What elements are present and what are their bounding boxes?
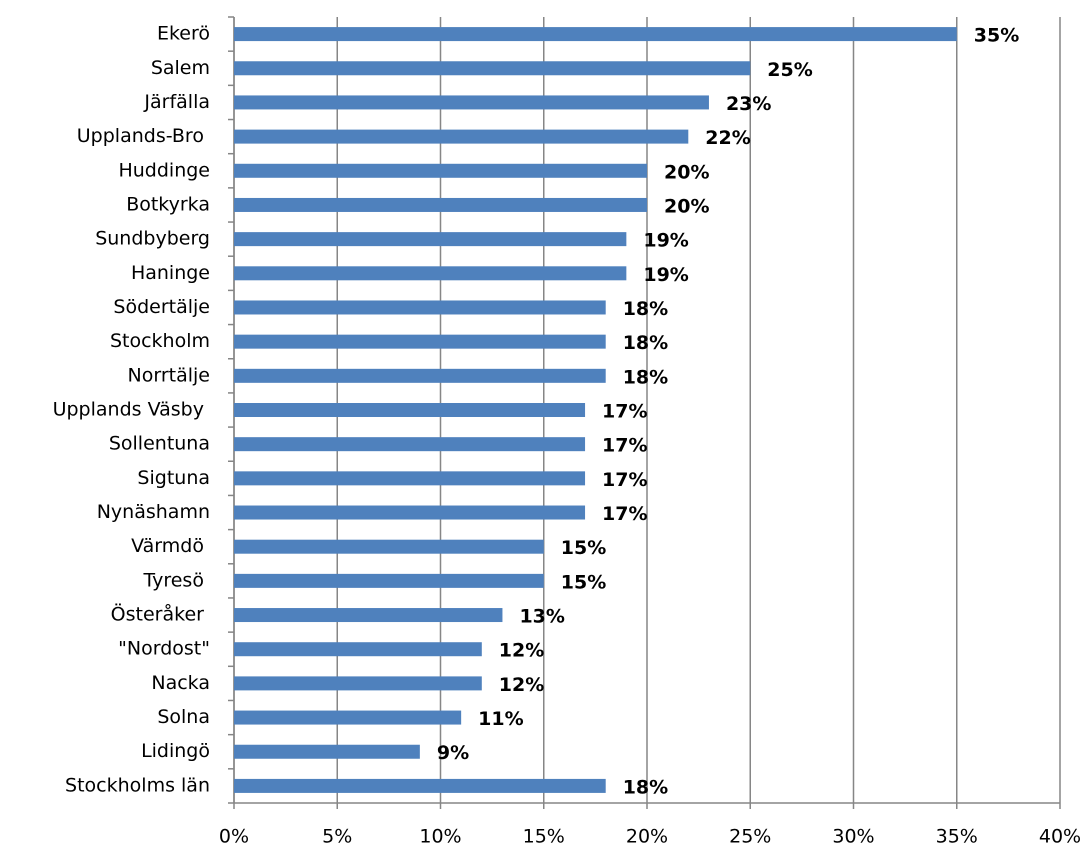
value-label: 20% — [664, 161, 709, 183]
x-tick-label: 25% — [729, 826, 771, 848]
bar — [234, 437, 586, 452]
value-label: 12% — [499, 674, 544, 696]
y-tick-label: Södertälje — [113, 296, 210, 318]
y-tick-label: Norrtälje — [128, 364, 210, 386]
value-label: 17% — [602, 401, 647, 423]
value-label: 9% — [437, 742, 469, 764]
value-label: 17% — [602, 469, 647, 491]
bar — [234, 676, 482, 691]
value-label: 15% — [561, 537, 606, 559]
value-label: 13% — [519, 606, 564, 628]
bar — [234, 642, 482, 657]
y-tick-label: Upplands Väsby — [53, 399, 210, 421]
bar — [234, 403, 586, 417]
value-label: 11% — [478, 708, 523, 730]
bar — [234, 710, 462, 725]
x-tick-label: 15% — [523, 826, 565, 848]
y-tick-label: Upplands-Bro — [77, 125, 210, 147]
bar — [234, 744, 420, 759]
y-tick-label: Salem — [151, 57, 210, 79]
value-label: 18% — [623, 332, 668, 354]
x-tick-label: 40% — [1039, 826, 1081, 848]
bar — [234, 95, 709, 110]
bar — [234, 778, 606, 793]
bar — [234, 129, 689, 144]
value-label: 17% — [602, 503, 647, 525]
value-label: 17% — [602, 435, 647, 457]
x-tick-label: 10% — [419, 826, 461, 848]
y-tick-label: Ekerö — [157, 23, 210, 45]
bar — [234, 608, 503, 623]
x-tick-label: 30% — [832, 826, 874, 848]
x-tick-label: 0% — [219, 826, 249, 848]
bar — [234, 334, 606, 349]
value-label: 35% — [974, 25, 1019, 47]
y-tick-label: Huddinge — [118, 159, 210, 181]
y-tick-label: Haninge — [131, 262, 210, 284]
y-tick-label: Sundbyberg — [95, 228, 210, 250]
value-label: 22% — [705, 127, 750, 149]
value-label: 19% — [643, 264, 688, 286]
value-label: 18% — [623, 366, 668, 388]
y-tick-label: "Nordost" — [118, 638, 210, 660]
bar — [234, 539, 544, 554]
value-label: 18% — [623, 298, 668, 320]
y-tick-label: Solna — [157, 706, 210, 728]
x-tick-label: 20% — [626, 826, 668, 848]
bar — [234, 232, 627, 247]
value-label: 20% — [664, 195, 709, 217]
value-label: 23% — [726, 93, 771, 115]
y-tick-label: Sollentuna — [109, 433, 210, 455]
bar — [234, 471, 586, 486]
bar — [234, 61, 751, 76]
bar — [234, 368, 606, 383]
bar — [234, 573, 544, 588]
y-tick-label: Nynäshamn — [97, 501, 210, 523]
value-label: 12% — [499, 640, 544, 662]
y-tick-label: Lidingö — [141, 740, 210, 762]
y-tick-label: Järfälla — [143, 91, 210, 113]
value-label: 19% — [643, 230, 688, 252]
bar — [234, 197, 647, 212]
x-tick-label: 5% — [322, 826, 352, 848]
value-label: 18% — [623, 776, 668, 798]
y-tick-label: Stockholms län — [65, 774, 210, 796]
y-tick-label: Sigtuna — [137, 467, 210, 489]
y-tick-label: Österåker — [111, 603, 210, 626]
bar — [234, 163, 647, 178]
value-label: 25% — [767, 59, 812, 81]
bar — [234, 505, 586, 520]
y-tick-label: Nacka — [151, 672, 210, 694]
value-label: 15% — [561, 571, 606, 593]
bar — [234, 300, 606, 315]
bar — [234, 27, 957, 42]
y-tick-label: Värmdö — [131, 535, 210, 557]
y-tick-label: Tyresö — [142, 569, 210, 591]
y-tick-label: Stockholm — [110, 330, 210, 352]
bar — [234, 266, 627, 281]
x-tick-label: 35% — [936, 826, 978, 848]
y-tick-label: Botkyrka — [126, 193, 210, 215]
